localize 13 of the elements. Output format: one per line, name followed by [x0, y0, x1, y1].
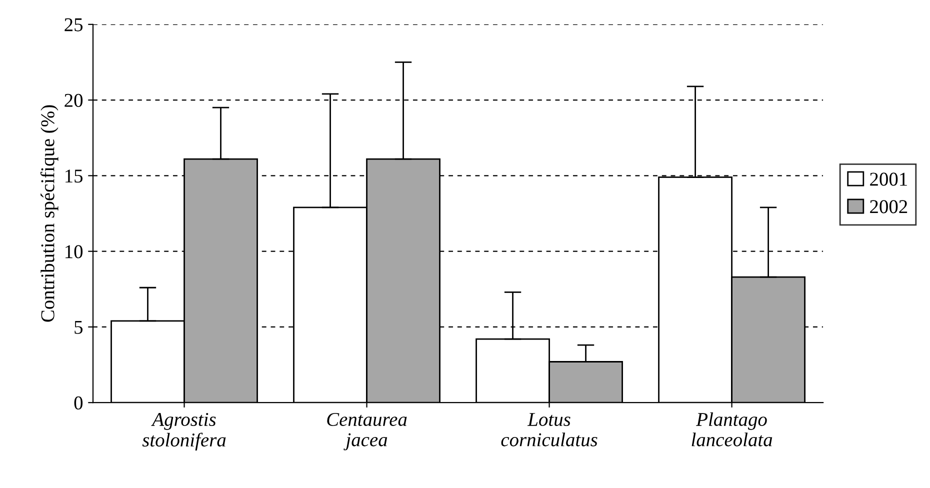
legend-label: 2002	[870, 200, 908, 214]
x-tick-label: Agrostis stolonifera	[142, 412, 226, 451]
x-tick-label: Centaurea jacea	[327, 412, 407, 450]
y-tick-label: 15	[66, 170, 83, 183]
y-tick-label: 25	[64, 18, 83, 32]
y-tick-label: 5	[74, 320, 83, 334]
x-tick-label: Lotus corniculatus	[501, 413, 598, 446]
y-tick-label: 20	[64, 94, 83, 107]
legend-label: 2001	[870, 172, 907, 186]
x-tick-label: Plantago lanceolata	[692, 412, 772, 446]
y-tick-label: 0	[74, 396, 83, 410]
y-axis-title: Contribution spécifique (%)	[40, 105, 58, 322]
y-tick-label: 10	[66, 245, 83, 258]
